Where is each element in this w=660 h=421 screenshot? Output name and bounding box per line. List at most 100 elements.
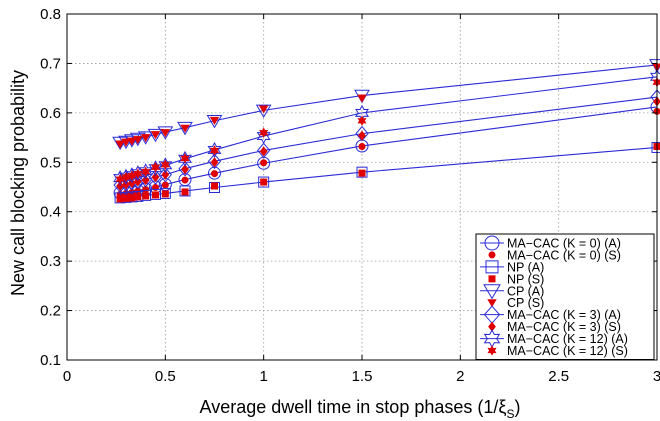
data-point [128,194,136,202]
data-point [147,128,164,143]
legend-marker [483,284,501,300]
legend-label: NP (S) [507,272,544,286]
data-point [152,191,160,199]
series-5 [115,63,660,149]
y-tick-label: 0.2 [40,303,61,320]
legend-label: MA−CAC (K = 0) (S) [507,248,621,262]
data-point [157,126,174,140]
series-line [120,106,658,194]
data-point [150,131,161,140]
legend-entry: CP (S) [487,296,544,310]
data-point [161,190,169,198]
data-point [255,104,272,119]
data-point [209,181,220,193]
data-point [151,172,160,183]
legend-label: MA−CAC (K = 3) (A) [507,308,621,322]
data-point [141,166,151,177]
data-point [258,105,269,114]
data-point [210,157,219,168]
data-point [209,145,220,156]
data-point [356,166,368,178]
x-tick-label: 0 [63,368,71,385]
data-point [133,136,143,145]
x-axis-label: Average dwell time in stop phases (1/ξS) [200,397,521,421]
series-line [120,146,658,199]
data-point [260,159,268,167]
data-point [177,121,193,136]
data-point [160,129,171,138]
legend-entry: CP (A) [480,284,544,300]
data-point [355,125,369,142]
x-tick-label: 3 [653,368,660,385]
series-line [119,76,658,179]
legend-label: MA−CAC (K = 0) (A) [507,236,621,250]
data-point [207,153,222,170]
ticks: 0 0.5 1 1.5 2 2.5 3 0.1 0.2 0.3 0.4 0.5 0.6 0.7 0.8 [40,6,660,385]
data-point [181,164,189,175]
series-line [120,96,658,186]
data-point [140,134,151,143]
data-point [357,94,367,103]
legend-entry: MA−CAC (K = 0) (A) [480,235,621,251]
data-point [211,182,219,190]
data-point [178,160,192,177]
legend-entry: NP (S) [488,272,544,286]
data-point [207,141,222,159]
data-point [133,176,142,187]
data-point [133,168,143,179]
data-point [206,115,223,129]
legend-label: NP (A) [507,260,544,274]
data-point [652,63,660,72]
series-8 [113,68,660,187]
legend-label: MA−CAC (K = 12) (A) [507,332,628,346]
legend-entry: MA−CAC (K = 0) (S) [488,248,621,262]
legend: MA−CAC (K = 0) (A)MA−CAC (K = 0) (S)NP (… [475,233,655,360]
data-point [158,166,172,183]
legend-marker [485,260,499,274]
x-tick-label: 2 [456,368,464,385]
data-point [358,142,366,150]
data-point [211,170,219,178]
legend-entry: MA−CAC (K = 3) (S) [488,320,621,334]
data-point [181,176,189,184]
y-tick-label: 0.7 [40,55,61,72]
legend-marker [484,235,500,251]
legend-label: CP (S) [507,296,544,310]
legend-entry: MA−CAC (K = 12) (S) [487,344,628,358]
data-point [161,181,169,189]
data-point [181,188,189,196]
data-point [141,175,150,186]
data-point [179,185,191,197]
data-point [160,159,170,171]
legend-label: CP (A) [507,284,544,298]
x-tick-label: 0.5 [155,368,176,385]
x-tick-label: 1.5 [352,368,373,385]
y-tick-label: 0.3 [40,253,61,270]
data-point [259,146,268,157]
legend-entry: NP (A) [480,260,544,274]
data-point [134,193,142,201]
data-point [142,192,150,200]
data-point [150,161,161,173]
x-tick-label: 1 [259,368,267,385]
y-tick-label: 0.6 [40,105,61,122]
data-point [116,195,124,203]
data-point [358,169,366,177]
series-0 [113,100,660,200]
legend-marker [487,345,497,356]
y-tick-label: 0.4 [40,204,61,221]
data-point [137,131,154,145]
data-point [115,140,125,149]
data-point [180,124,190,133]
data-point [178,150,192,167]
data-point [158,157,173,174]
legend-label: MA−CAC (K = 12) (S) [507,344,628,358]
data-point [209,116,220,125]
y-axis-label: New call blocking probability [8,70,28,296]
data-point [259,127,269,138]
series-1 [116,107,660,198]
data-point [357,115,367,127]
data-point [127,137,137,146]
